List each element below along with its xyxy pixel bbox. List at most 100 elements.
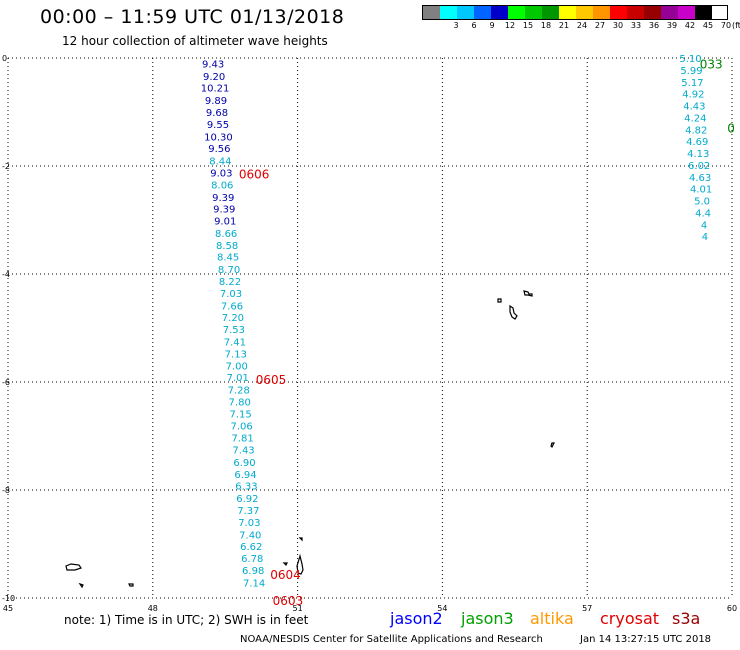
legend-swatch <box>593 6 610 19</box>
wave-height-label: 9.39 <box>213 205 235 216</box>
legend-swatches <box>422 5 728 20</box>
wave-height-label: 4.92 <box>682 90 704 101</box>
lat-lon-grid <box>7 57 733 599</box>
wave-height-label: 6.98 <box>242 566 264 577</box>
legend-label: 24 <box>576 21 588 30</box>
wave-height-label: 6.92 <box>236 494 258 505</box>
legend-label: 36 <box>648 21 660 30</box>
legend-swatch <box>661 6 678 19</box>
island-outline <box>78 582 84 589</box>
wave-height-label: 7.66 <box>221 301 243 312</box>
wave-height-label: 5.17 <box>681 78 703 89</box>
wave-height-label: 7.53 <box>223 325 245 336</box>
pass-time-label: 0606 <box>239 168 270 182</box>
footnote: note: 1) Time is in UTC; 2) SWH is in fe… <box>64 613 309 627</box>
island-outline <box>282 562 288 567</box>
wave-height-label: 9.89 <box>205 96 227 107</box>
legend-label: 6 <box>471 21 477 30</box>
wave-height-label: 8.06 <box>211 180 233 191</box>
pass-time-label: 0603 <box>273 594 304 608</box>
legend-swatch <box>542 6 559 19</box>
legend-swatch <box>423 6 440 19</box>
satellite-name-jason2: jason2 <box>390 609 443 628</box>
island-outline <box>550 442 555 449</box>
island-outline <box>298 537 303 542</box>
wave-height-label: 9.55 <box>207 120 229 131</box>
wave-height-label: 8.45 <box>217 253 239 264</box>
legend-label: 39 <box>666 21 678 30</box>
lat-tick-label: -8 <box>2 486 10 495</box>
wave-height-label: 5.0 <box>694 197 710 208</box>
wave-height-label: 6.90 <box>233 458 255 469</box>
lat-tick-label: -6 <box>2 378 10 387</box>
map-subtitle: 12 hour collection of altimeter wave hei… <box>62 34 328 48</box>
wave-height-label: 7.80 <box>229 397 251 408</box>
satellite-name-jason3: jason3 <box>461 609 514 628</box>
legend-swatch <box>525 6 542 19</box>
map-title: 00:00 – 11:59 UTC 01/13/2018 <box>40 6 345 28</box>
wave-height-label: 6.94 <box>234 470 256 481</box>
island-outline <box>509 304 518 320</box>
pass-time-label: 033 <box>700 57 723 71</box>
legend-swatch <box>610 6 627 19</box>
wave-height-label: 7.01 <box>227 373 249 384</box>
legend-label: 18 <box>540 21 552 30</box>
satellite-name-s3a: s3a <box>672 609 701 628</box>
wave-height-label: 9.01 <box>214 217 236 228</box>
island-outline <box>296 553 304 575</box>
wave-height-values: 9.439.2010.219.899.689.5510.309.568.449.… <box>201 54 712 589</box>
wave-height-label: 4.4 <box>695 208 711 219</box>
wave-height-label: 8.44 <box>209 157 231 168</box>
wave-height-label: 6.62 <box>240 542 262 553</box>
wave-height-label: 4.69 <box>686 137 708 148</box>
wave-height-label: 10.21 <box>201 84 230 95</box>
lon-tick-label: 45 <box>3 604 13 613</box>
wave-height-label: 9.68 <box>206 108 228 119</box>
legend-label: 12 <box>504 21 516 30</box>
legend-label: 27 <box>594 21 606 30</box>
island-outline <box>65 563 82 571</box>
legend-label: 70 <box>720 21 732 30</box>
legend-label: 45 <box>702 21 714 30</box>
wave-height-label: 8.66 <box>215 229 237 240</box>
wave-height-label: 7.00 <box>226 361 248 372</box>
wave-height-label: 7.15 <box>230 409 252 420</box>
wave-height-label: 9.43 <box>202 59 224 70</box>
lat-tick-label: -2 <box>2 162 10 171</box>
lat-tick-label: 0 <box>2 54 7 63</box>
wave-height-label: 7.40 <box>239 530 261 541</box>
wave-height-label: 10.30 <box>204 132 233 143</box>
legend-label: 3 <box>453 21 459 30</box>
legend-label: 33 <box>630 21 642 30</box>
wave-height-label: 8.58 <box>216 241 238 252</box>
legend-swatch <box>559 6 576 19</box>
wave-height-label: 7.06 <box>230 422 252 433</box>
legend-label: 9 <box>489 21 495 30</box>
pass-time-label: 0604 <box>270 568 301 582</box>
lon-tick-label: 57 <box>582 604 592 613</box>
wave-height-label: 9.03 <box>210 168 232 179</box>
wave-height-label: 8.70 <box>218 265 240 276</box>
satellite-name-cryosat: cryosat <box>600 609 660 628</box>
wave-height-label: 9.39 <box>212 193 234 204</box>
pass-time-label: 0 <box>727 122 735 136</box>
legend-swatch <box>678 6 695 19</box>
wave-height-label: 7.37 <box>237 506 259 517</box>
generated-timestamp: Jan 14 13:27:15 UTC 2018 <box>580 634 712 645</box>
legend-swatch <box>695 6 712 19</box>
wave-height-label: 4.13 <box>687 149 709 160</box>
wave-height-label: 6.02 <box>688 161 710 172</box>
wave-height-label: 5.10 <box>679 54 701 65</box>
credit-text: NOAA/NESDIS Center for Satellite Applica… <box>240 634 543 645</box>
wave-height-label: 9.56 <box>208 144 230 155</box>
legend-label: 42 <box>684 21 696 30</box>
satellite-name-altika: altika <box>530 609 574 628</box>
lon-tick-label: 48 <box>148 604 158 613</box>
legend-swatch <box>491 6 508 19</box>
wave-height-label: 4.82 <box>685 125 707 136</box>
lat-tick-label: -10 <box>2 594 15 603</box>
island-outline <box>523 290 533 297</box>
